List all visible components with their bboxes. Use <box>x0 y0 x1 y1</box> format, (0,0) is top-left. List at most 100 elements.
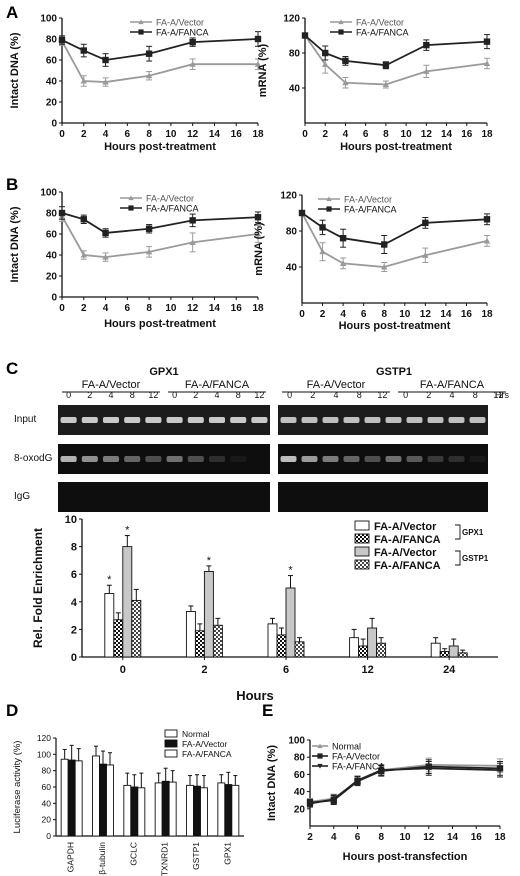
gel-band <box>124 417 141 423</box>
legend-label: FA-A/Vector <box>146 194 194 204</box>
bar <box>67 759 76 837</box>
x-tick-label: 14 <box>209 129 221 140</box>
bar <box>168 781 177 837</box>
data-point <box>342 57 349 65</box>
x-tick-label: GPX1 <box>222 842 232 865</box>
legend-label: FA-A/Vector <box>356 18 404 28</box>
data-point <box>102 78 109 85</box>
x-tick-label: 2 <box>322 129 328 140</box>
gel-band <box>364 417 381 423</box>
data-point <box>254 214 262 221</box>
gel-band <box>81 456 98 462</box>
legend-label: FA-A/FANCA <box>356 28 409 38</box>
bar <box>130 786 139 837</box>
x-tick-label: GAPDH <box>66 842 76 872</box>
data-point <box>319 248 326 255</box>
data-point <box>80 47 87 54</box>
data-point <box>145 225 153 232</box>
data-point <box>423 68 430 74</box>
x-tick-label: 4 <box>103 129 109 140</box>
legend-swatch <box>354 520 370 531</box>
x-tick-label: 24 <box>443 664 456 676</box>
y-tick-label: 8 <box>71 542 77 554</box>
x-tick-label: 16 <box>231 303 243 314</box>
data-point <box>80 77 87 84</box>
x-tick-label: 10 <box>165 129 177 140</box>
lane-label: 8 <box>357 390 362 400</box>
data-point <box>483 216 491 223</box>
gel-band <box>145 417 162 423</box>
x-tick-label: 18 <box>481 129 493 140</box>
gel-band <box>280 456 297 462</box>
x-tick-label: 8 <box>383 129 389 140</box>
x-tick-label: 2 <box>320 309 326 320</box>
series-line <box>61 212 259 234</box>
data-point <box>483 237 491 244</box>
x-tick-label: 6 <box>125 129 131 140</box>
y-axis-label: Intact DNA (%) <box>266 745 278 821</box>
gel-images: GPX1 FA-A/Vector 0 2 4 8 12 FA-A/FANCA 0 2 4 8 12 GST… <box>14 366 509 512</box>
data-point <box>145 50 153 57</box>
x-tick-label: GCLC <box>128 842 138 866</box>
x-tick-label: 0 <box>59 303 65 314</box>
data-point <box>354 777 361 784</box>
y-tick-label: 0 <box>46 831 51 841</box>
y-tick-label: 80 <box>46 209 58 220</box>
legend-marker <box>128 195 134 201</box>
lane-label: 12 <box>254 390 264 400</box>
x-tick-label: β-tubulin <box>97 842 107 875</box>
bar <box>224 784 233 837</box>
lane-label: 4 <box>108 390 113 400</box>
x-tick-label: 18 <box>481 309 493 320</box>
gel-band <box>469 456 486 462</box>
bar <box>285 587 296 658</box>
x-tick-label: 12 <box>421 129 433 140</box>
y-axis-label: Rel. Fold Enrichment <box>31 528 45 648</box>
bar <box>294 641 305 658</box>
data-point <box>483 60 491 67</box>
bar <box>200 787 208 837</box>
legend-swatch <box>164 749 178 758</box>
data-point <box>330 796 337 803</box>
data-point <box>298 209 306 217</box>
x-axis-label: Hours post-treatment <box>339 320 451 332</box>
gel-row-label: IgG <box>14 491 30 502</box>
lane-label: 8 <box>130 390 135 400</box>
y-tick-label: 0 <box>51 293 57 304</box>
gel-band <box>469 417 486 423</box>
condition-label: FA-A/FANCA <box>420 379 485 391</box>
lane-label: 2 <box>310 390 315 400</box>
lane-label: 2 <box>193 390 198 400</box>
y-tick-label: 80 <box>46 35 58 46</box>
x-tick-label: 6 <box>355 832 361 843</box>
legend-swatch <box>354 533 370 544</box>
y-tick-label: 40 <box>286 263 298 274</box>
data-point <box>322 61 329 67</box>
panel-label-a: A <box>6 3 18 22</box>
x-tick-label: 12 <box>420 309 432 320</box>
data-point <box>254 35 262 43</box>
x-tick-label: 10 <box>401 129 413 140</box>
gel-band <box>102 456 120 462</box>
data-point <box>254 230 262 237</box>
x-tick-label: 2 <box>307 832 313 843</box>
bar <box>358 645 369 658</box>
data-point <box>423 41 430 49</box>
data-point <box>102 229 109 237</box>
data-point <box>80 251 87 258</box>
gel-band <box>60 456 77 462</box>
bar <box>367 627 378 658</box>
data-point <box>145 72 153 79</box>
lane-label: 0 <box>66 390 71 400</box>
y-tick-label: 80 <box>289 49 301 60</box>
lane-label: 12 <box>493 390 503 400</box>
data-point <box>381 263 388 270</box>
data-point <box>189 38 196 46</box>
x-tick-label: 12 <box>187 303 199 314</box>
data-point <box>339 235 347 242</box>
bar <box>212 624 223 658</box>
bar <box>203 570 214 658</box>
chart-d-luciferase: 0 20 40 60 80 100 120 Luciferase activity (%) GA… <box>12 729 244 876</box>
y-tick-label: 80 <box>286 227 298 238</box>
bar <box>104 593 115 658</box>
